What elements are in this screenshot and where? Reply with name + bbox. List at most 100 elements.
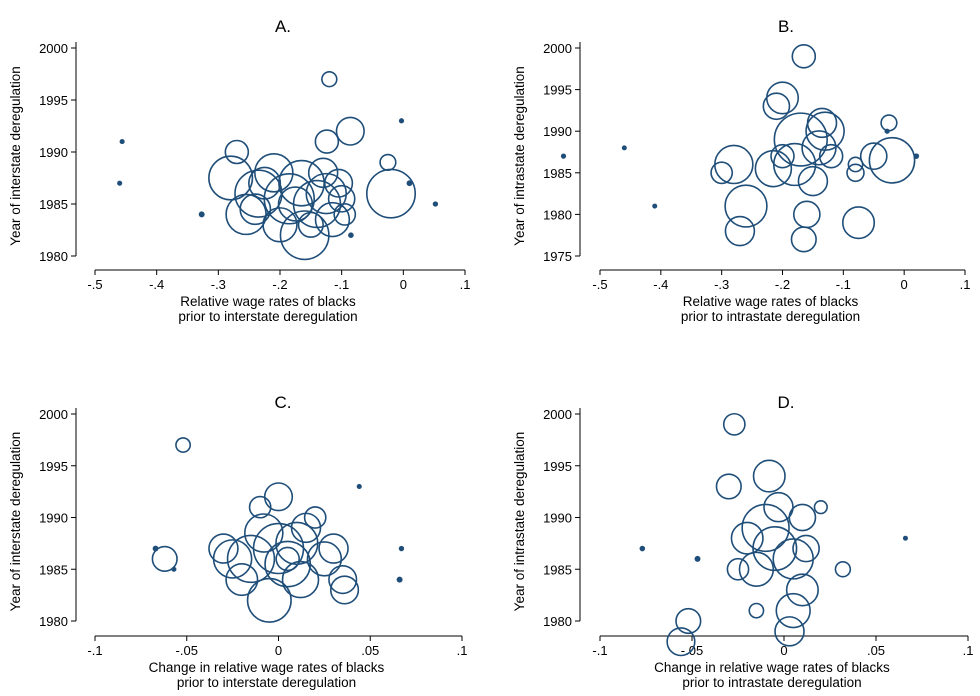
- y-tick-label: 1980: [543, 207, 572, 222]
- scatter-point: [639, 545, 646, 552]
- scatter-point: [348, 232, 354, 238]
- scatter-point: [318, 533, 349, 564]
- scatter-point: [813, 500, 828, 515]
- scatter-point: [694, 555, 701, 562]
- scatter-point: [724, 184, 768, 228]
- scatter-point: [791, 44, 817, 69]
- x-tick-label: 0: [400, 277, 407, 292]
- scatter-point: [398, 545, 405, 552]
- scatter-point: [652, 203, 658, 209]
- scatter-point: [226, 534, 276, 584]
- y-axis-label: Year of interstate deregulation: [8, 66, 23, 246]
- y-tick-label: 1985: [39, 562, 68, 577]
- scatter-point: [248, 166, 282, 200]
- scatter-point: [262, 207, 298, 243]
- scatter-point: [752, 525, 798, 572]
- scatter-point: [752, 459, 786, 493]
- x-axis-label-line: prior to intrastate deregulation: [681, 309, 860, 324]
- x-tick-label: .05: [361, 643, 379, 658]
- scatter-point: [801, 130, 837, 166]
- scatter-point: [175, 437, 192, 453]
- y-tick-label: 1995: [39, 93, 68, 108]
- scatter-point: [290, 512, 322, 544]
- y-tick-label: 2000: [543, 41, 572, 56]
- x-axis-label-line: prior to interstate deregulation: [177, 675, 356, 690]
- x-tick-label: -.5: [592, 277, 607, 292]
- scatter-point: [297, 211, 324, 238]
- scatter-point: [724, 215, 756, 247]
- x-tick-label: -.05: [176, 643, 198, 658]
- scatter-point: [805, 111, 845, 152]
- scatter-point: [396, 576, 403, 583]
- scatter-point: [303, 506, 327, 529]
- x-axis-label: Relative wage rates of blacks prior to in…: [681, 294, 860, 324]
- x-tick-label: -.3: [714, 277, 729, 292]
- scatter-point: [117, 180, 123, 186]
- scatter-point: [248, 495, 272, 519]
- x-tick-label: -.2: [272, 277, 287, 292]
- scatter-point: [847, 156, 864, 173]
- scatter-point: [741, 503, 790, 553]
- scatter-point: [314, 201, 351, 238]
- y-tick-label: 1990: [543, 124, 572, 139]
- scatter-point: [327, 184, 356, 213]
- y-tick-label: 2000: [39, 407, 68, 422]
- x-tick-label: .05: [867, 643, 885, 658]
- scatter-point: [560, 153, 567, 159]
- scatter-point: [792, 200, 821, 229]
- x-axis-label-line: Change in relative wage rates of blacks: [654, 660, 890, 675]
- x-tick-label: -.4: [149, 277, 164, 292]
- scatter-point: [774, 616, 805, 647]
- y-tick-label: 1995: [543, 83, 572, 98]
- y-axis-label: Year of intrastate deregulation: [512, 66, 527, 246]
- scatter-point: [365, 168, 417, 219]
- scatter-point: [846, 163, 865, 183]
- y-tick-label: 1995: [39, 459, 68, 474]
- x-tick-label: -.5: [87, 277, 102, 292]
- scatter-point: [307, 157, 339, 189]
- scatter-point: [323, 168, 354, 198]
- chart-panels: A. 1980 1985 1990 1995 2000 -.5 -.4 -.3 -.2 -.1 0 .1…: [8, 17, 973, 690]
- scatter-point: [198, 211, 205, 218]
- scatter-point: [772, 142, 817, 187]
- x-tick-label: .1: [460, 277, 471, 292]
- scatter-points: [560, 44, 920, 253]
- scatter-point: [902, 535, 908, 541]
- x-axis-label-line: prior to intrastate deregulation: [682, 675, 861, 690]
- y-tick-label: 1975: [543, 249, 572, 264]
- chart-panel-b: B. 1975 1980 1985 1990 1995 2000 -.5 -.4 -.3 -.2 -.…: [512, 17, 970, 324]
- x-tick-label: -.1: [836, 277, 851, 292]
- scatter-points: [117, 70, 439, 261]
- chart-title: A.: [275, 17, 291, 36]
- scatter-point: [763, 491, 794, 523]
- scatter-point: [321, 70, 338, 88]
- x-tick-label: .1: [457, 643, 468, 658]
- scatter-point: [788, 503, 817, 532]
- scatter-point: [329, 575, 360, 605]
- scatter-point: [314, 129, 340, 154]
- scatter-point: [151, 545, 178, 573]
- scatter-point: [868, 136, 916, 184]
- x-tick-label: .1: [960, 277, 971, 292]
- scatter-point: [770, 143, 795, 169]
- scatter-point: [748, 602, 765, 619]
- scatter-point: [859, 142, 888, 171]
- x-axis-label-line: Change in relative wage rates of blacks: [149, 660, 385, 675]
- x-axis-label: Relative wage rates of blacks prior to in…: [178, 294, 357, 324]
- scatter-point: [818, 143, 844, 169]
- scatter-point: [398, 118, 405, 124]
- y-axis-label: Year of interstate deregulation: [8, 432, 23, 612]
- scatter-point: [306, 541, 343, 577]
- scatter-point: [792, 534, 820, 563]
- x-tick-label: -.1: [87, 643, 102, 658]
- scatter-point: [208, 533, 239, 564]
- y-tick-label: 1980: [39, 249, 68, 264]
- scatter-point: [171, 566, 177, 572]
- chart-panel-c: C. 1980 1985 1990 1995 2000 -.1 -.05 0 .05 .1 Chang…: [8, 393, 467, 690]
- y-tick-label: 1995: [543, 459, 572, 474]
- scatter-point: [224, 139, 250, 165]
- chart-panel-a: A. 1980 1985 1990 1995 2000 -.5 -.4 -.3 -.2 -.1 0 .1…: [8, 17, 470, 324]
- y-tick-label: 1980: [543, 614, 572, 629]
